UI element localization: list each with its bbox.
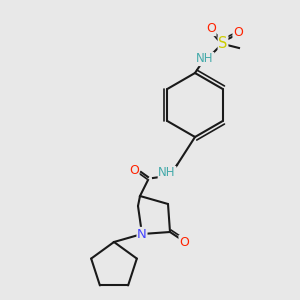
Text: N: N <box>137 227 147 241</box>
Text: O: O <box>233 26 243 40</box>
Text: O: O <box>129 164 139 176</box>
Text: NH: NH <box>196 52 214 65</box>
Text: O: O <box>206 22 216 35</box>
Text: NH: NH <box>158 167 176 179</box>
Text: S: S <box>218 35 228 50</box>
Text: O: O <box>179 236 189 248</box>
